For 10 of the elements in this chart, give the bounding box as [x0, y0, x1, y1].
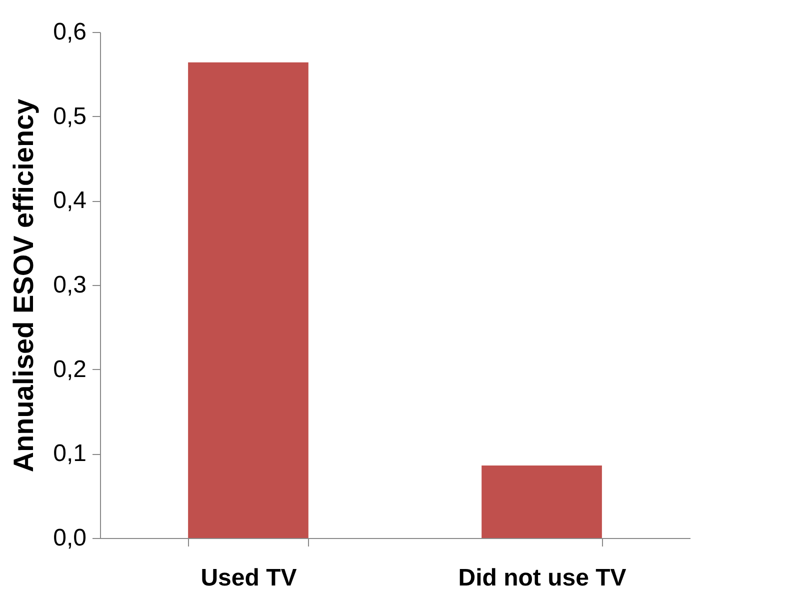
y-axis-title: Annualised ESOV efficiency: [8, 98, 40, 472]
y-tick-label: 0,2: [53, 356, 86, 383]
y-tick-label: 0,4: [53, 187, 86, 214]
y-tick-label: 0,0: [53, 524, 86, 552]
x-tick-label: Did not use TV: [458, 564, 626, 592]
y-tick-label: 0,6: [53, 18, 86, 46]
y-tick-label: 0,3: [53, 272, 86, 298]
y-tick-label: 0,5: [53, 102, 86, 130]
x-tick-label: Used TV: [200, 564, 297, 592]
y-tick-label: 0,1: [53, 440, 86, 468]
